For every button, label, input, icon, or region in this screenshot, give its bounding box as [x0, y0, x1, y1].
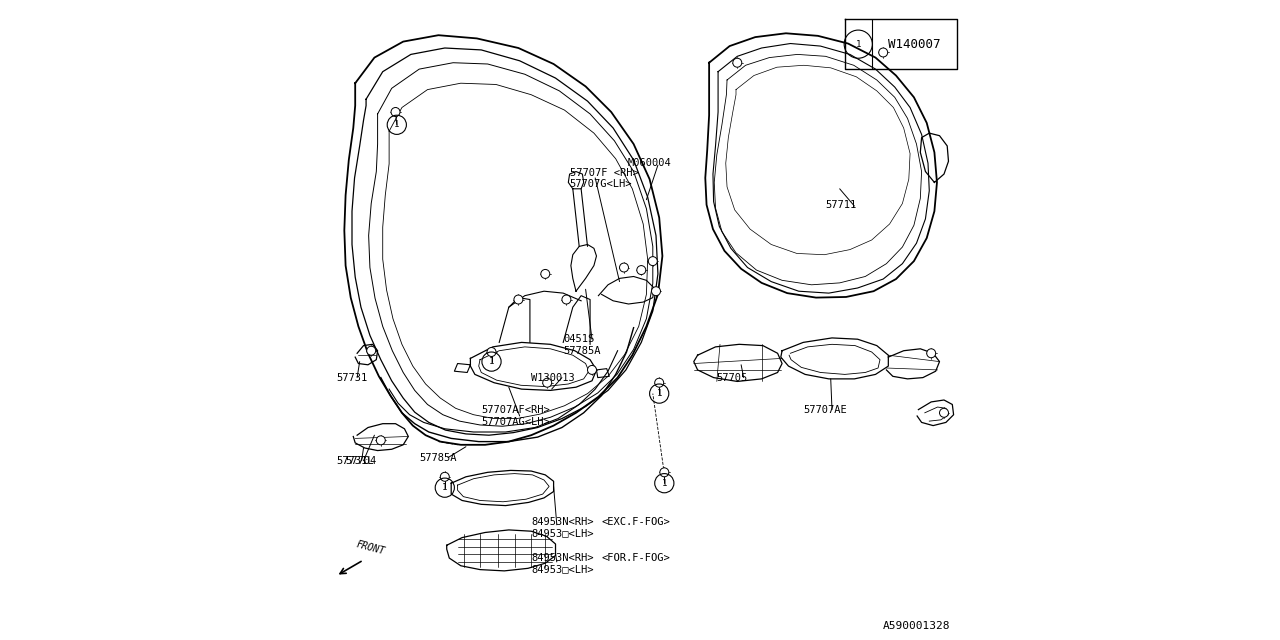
- Text: W130013: W130013: [531, 372, 575, 383]
- Text: FRONT: FRONT: [356, 540, 387, 557]
- Text: 57785A: 57785A: [420, 452, 457, 463]
- Circle shape: [940, 408, 948, 417]
- Text: W140007: W140007: [888, 38, 941, 51]
- Text: <FOR.F-FOG>: <FOR.F-FOG>: [602, 553, 671, 563]
- Circle shape: [540, 269, 550, 278]
- Text: 1: 1: [855, 40, 861, 49]
- Circle shape: [366, 346, 376, 355]
- Text: 57731: 57731: [335, 372, 367, 383]
- Text: M060004: M060004: [627, 158, 671, 168]
- Text: 57711: 57711: [826, 200, 856, 210]
- Circle shape: [652, 287, 660, 296]
- Text: <EXC.F-FOG>: <EXC.F-FOG>: [602, 516, 671, 527]
- Circle shape: [376, 436, 385, 445]
- Circle shape: [655, 378, 664, 387]
- Circle shape: [440, 472, 449, 481]
- Circle shape: [637, 266, 646, 275]
- Circle shape: [588, 365, 596, 374]
- Text: 57704: 57704: [346, 456, 376, 466]
- Text: 1: 1: [662, 479, 667, 488]
- Text: 84953□<LH>: 84953□<LH>: [531, 564, 594, 575]
- Text: 84953N<RH>: 84953N<RH>: [531, 516, 594, 527]
- Circle shape: [732, 58, 742, 67]
- Circle shape: [486, 348, 497, 356]
- Circle shape: [660, 468, 669, 477]
- Text: 57707AF<RH>: 57707AF<RH>: [481, 404, 550, 415]
- Circle shape: [620, 263, 628, 272]
- Text: 84953□<LH>: 84953□<LH>: [531, 528, 594, 538]
- Text: 1: 1: [442, 483, 448, 492]
- Circle shape: [927, 349, 936, 358]
- Circle shape: [392, 108, 399, 116]
- Text: 84953N<RH>: 84953N<RH>: [531, 553, 594, 563]
- Circle shape: [513, 295, 524, 304]
- Circle shape: [879, 48, 888, 57]
- Text: 57705: 57705: [717, 372, 748, 383]
- Text: 57785A: 57785A: [563, 346, 600, 356]
- Text: 57707F <RH>: 57707F <RH>: [570, 168, 639, 178]
- Circle shape: [648, 257, 658, 266]
- Text: 1: 1: [657, 389, 662, 398]
- Circle shape: [543, 378, 552, 387]
- Text: 57707G<LH>: 57707G<LH>: [570, 179, 632, 189]
- Text: 1: 1: [394, 120, 399, 129]
- Circle shape: [562, 295, 571, 304]
- Text: 57731L: 57731L: [335, 456, 374, 466]
- Text: 57707AE: 57707AE: [804, 404, 847, 415]
- Text: 57707AG<LH>: 57707AG<LH>: [481, 417, 550, 428]
- Text: 0451S: 0451S: [563, 334, 594, 344]
- Text: A590001328: A590001328: [883, 621, 950, 631]
- Text: 1: 1: [489, 357, 494, 366]
